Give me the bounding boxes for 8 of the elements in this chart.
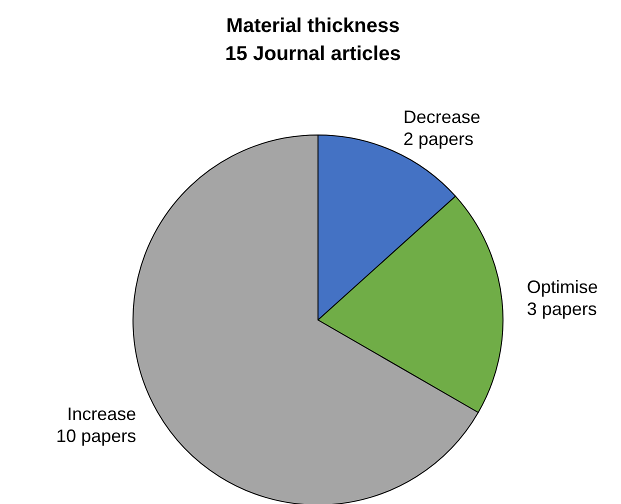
data-label: 3 papers <box>526 299 597 320</box>
slice-label: Optimise <box>526 277 598 298</box>
slice-label: Increase <box>67 404 136 424</box>
chart-subtitle: 15 Journal articles <box>224 42 402 67</box>
slice-label: Decrease <box>403 107 480 128</box>
data-label: 2 papers <box>403 129 474 150</box>
chart-title: Material thickness <box>225 14 401 39</box>
data-label: 10 papers <box>56 426 136 446</box>
